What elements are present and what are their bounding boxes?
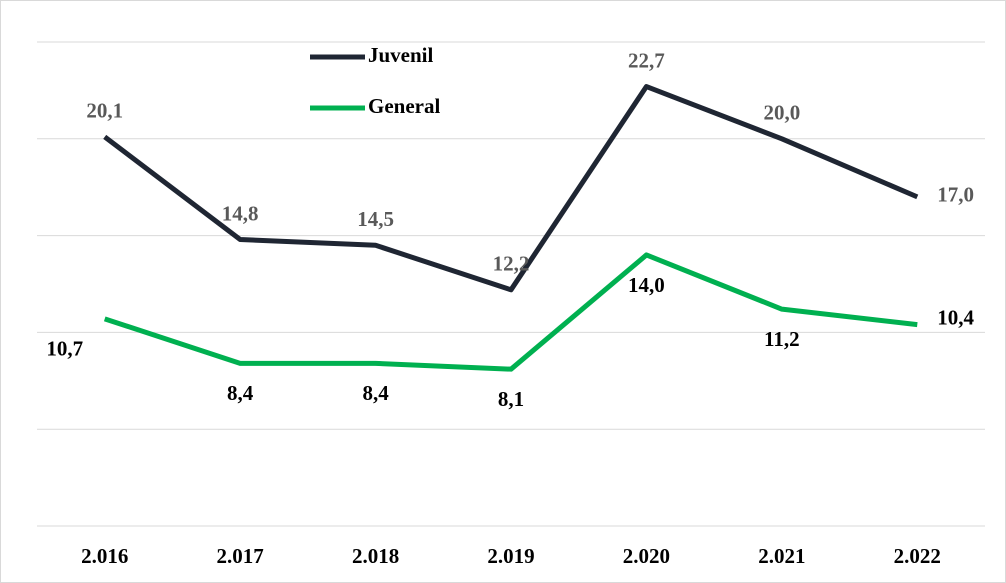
x-tick-label: 2.017 [217, 544, 264, 568]
data-label: 20,1 [86, 99, 123, 123]
data-label: 8,1 [498, 387, 524, 411]
data-label: 22,7 [628, 48, 665, 72]
data-label: 14,8 [222, 201, 259, 225]
legend-label: Juvenil [368, 43, 434, 67]
x-tick-label: 2.022 [894, 544, 941, 568]
data-label: 14,5 [357, 207, 394, 231]
data-label: 8,4 [227, 381, 254, 405]
series-line [103, 84, 919, 293]
data-label: 17,0 [937, 183, 974, 207]
data-label: 14,0 [628, 273, 665, 297]
series-line [103, 252, 918, 372]
legend-label: General [368, 94, 440, 118]
x-tick-label: 2.019 [487, 544, 534, 568]
data-label: 11,2 [764, 327, 800, 351]
data-label: 8,4 [362, 381, 389, 405]
data-label: 10,7 [46, 337, 83, 361]
x-tick-label: 2.020 [623, 544, 670, 568]
x-tick-label: 2.016 [81, 544, 128, 568]
data-label: 12,2 [493, 252, 530, 276]
data-label: 10,4 [937, 305, 974, 329]
x-tick-label: 2.018 [352, 544, 399, 568]
x-tick-label: 2.021 [758, 544, 805, 568]
data-label: 20,0 [763, 101, 800, 125]
